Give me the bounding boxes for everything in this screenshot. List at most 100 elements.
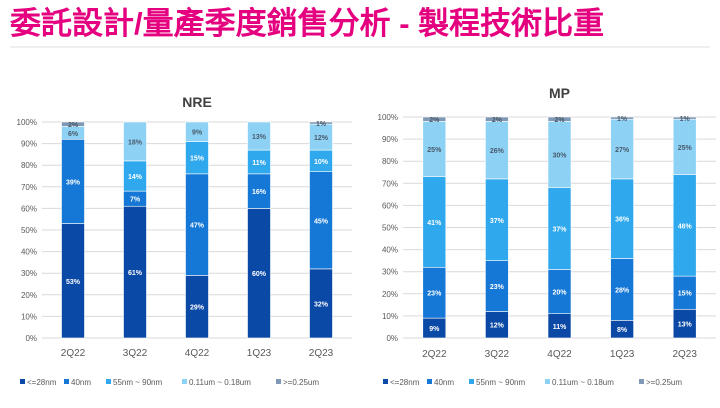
nre-data-label: 13% (252, 134, 267, 141)
mp-x-tick-label: 4Q22 (547, 349, 572, 360)
mp-data-label: 37% (552, 227, 567, 234)
mp-data-label: 36% (615, 217, 630, 224)
nre-chart-title: NRE (182, 94, 212, 110)
mp-legend-swatch (383, 379, 388, 384)
nre-data-label: 9% (192, 130, 203, 137)
nre-legend-label: 0.11um ~ 0.18um (189, 378, 251, 387)
nre-x-tick-label: 2Q22 (61, 348, 86, 359)
mp-legend-label: 0.11um ~ 0.18um (552, 378, 614, 387)
nre-y-tick-label: 30% (21, 269, 37, 278)
nre-legend-swatch (182, 379, 187, 384)
mp-data-label: 23% (427, 291, 442, 298)
nre-bar-1Q23-3 (247, 121, 271, 151)
mp-data-label: 20% (552, 290, 567, 297)
mp-chart-svg: MP 0% 10% 20% 30% 40% 50% 60% 70% 80% 90% 100% 9% 23%… (378, 85, 716, 387)
nre-y-tick-label: 70% (21, 183, 37, 192)
nre-y-tick-label: 90% (21, 140, 37, 149)
nre-data-label: 11% (252, 160, 266, 167)
nre-y-tick-label: 100% (17, 118, 37, 127)
mp-y-tick-label: 70% (382, 179, 398, 188)
mp-data-label: 8% (617, 327, 628, 334)
nre-y-tick-label: 60% (21, 204, 37, 213)
page-title: 委託設計/量產季度銷售分析 - 製程技術比重 (10, 6, 605, 41)
nre-bar-2Q22-4 (61, 121, 85, 127)
mp-y-tick-label: 100% (378, 113, 398, 122)
nre-x-tick-label: 4Q22 (185, 348, 210, 359)
mp-data-label: 41% (427, 220, 442, 227)
nre-bar-4Q22-3 (185, 121, 209, 142)
nre-y-tick-label: 10% (21, 312, 37, 321)
mp-legend-label: 55nm ~ 90nm (476, 378, 525, 387)
nre-data-label: 53% (66, 279, 81, 286)
nre-data-label: 45% (314, 218, 329, 225)
mp-y-tick-label: 80% (382, 157, 398, 166)
mp-y-tick-label: 60% (382, 201, 398, 210)
mp-bar-3Q22-4 (485, 116, 509, 122)
mp-x-tick-label: 1Q23 (610, 349, 635, 360)
nre-legend-swatch (106, 379, 111, 384)
mp-y-tick-label: 40% (382, 246, 398, 255)
nre-y-tick-label: 50% (21, 226, 37, 235)
mp-bar-2Q23-4 (672, 116, 697, 120)
nre-data-label: 16% (252, 189, 267, 196)
mp-bar-1Q23-4 (610, 116, 634, 120)
mp-legend-swatch (545, 379, 550, 384)
mp-data-label: 2% (492, 117, 503, 124)
mp-y-tick-label: 50% (382, 224, 398, 233)
mp-y-tick-label: 10% (382, 312, 398, 321)
nre-data-label: 10% (314, 159, 329, 166)
nre-chart-svg: NRE 0% 10% 20% 30% 40% 50% 60% 70% 80% 90% 100% 53% 3… (17, 94, 352, 387)
mp-legend-label: >=0.25um (646, 378, 682, 387)
nre-data-label: 14% (128, 174, 143, 181)
nre-legend-swatch (276, 379, 281, 384)
nre-x-tick-label: 2Q23 (309, 348, 334, 359)
nre-data-label: 1% (316, 121, 327, 128)
mp-data-label: 11% (553, 324, 567, 331)
nre-legend-label: 40nm (71, 378, 91, 387)
mp-data-label: 46% (678, 223, 693, 230)
nre-data-label: 2% (68, 122, 79, 129)
nre-bar-3Q22-3 (123, 121, 147, 162)
mp-data-label: 2% (554, 117, 565, 124)
nre-data-label: 18% (128, 139, 143, 146)
mp-data-label: 15% (678, 291, 693, 298)
mp-data-label: 25% (427, 147, 442, 154)
mp-chart-title: MP (549, 85, 570, 101)
nre-data-label: 60% (252, 271, 267, 278)
nre-data-label: 47% (190, 223, 205, 230)
mp-x-tick-label: 2Q23 (672, 349, 697, 360)
nre-legend-swatch (64, 379, 69, 384)
nre-data-label: 12% (314, 135, 329, 142)
nre-legend-label: <=28nm (27, 378, 57, 387)
mp-data-label: 26% (490, 148, 505, 155)
mp-legend-label: 40nm (434, 378, 454, 387)
mp-data-label: 1% (617, 116, 628, 123)
nre-data-label: 29% (190, 305, 205, 312)
mp-data-label: 2% (429, 117, 440, 124)
mp-y-tick-label: 0% (386, 334, 398, 343)
nre-y-tick-label: 0% (25, 334, 37, 343)
title-divider (10, 46, 710, 48)
nre-x-tick-label: 1Q23 (247, 348, 272, 359)
mp-data-label: 9% (429, 326, 440, 333)
mp-legend-label: <=28nm (390, 378, 420, 387)
nre-y-tick-label: 80% (21, 161, 37, 170)
mp-x-tick-label: 3Q22 (485, 349, 510, 360)
nre-x-tick-label: 3Q22 (123, 348, 148, 359)
nre-data-label: 7% (130, 197, 141, 204)
mp-bar-2Q22-4 (422, 116, 447, 122)
mp-y-tick-label: 20% (382, 290, 398, 299)
mp-data-label: 23% (490, 284, 505, 291)
mp-data-label: 13% (678, 322, 693, 329)
mp-data-label: 37% (490, 218, 505, 225)
nre-legend-label: >=0.25um (283, 378, 319, 387)
mp-legend-swatch (639, 379, 644, 384)
mp-legend-swatch (427, 379, 432, 384)
mp-legend-swatch (469, 379, 474, 384)
mp-y-tick-label: 30% (382, 268, 398, 277)
mp-y-tick-label: 90% (382, 135, 398, 144)
nre-legend-swatch (20, 379, 25, 384)
nre-data-label: 39% (66, 179, 81, 186)
nre-data-label: 61% (128, 270, 143, 277)
mp-bar-4Q22-4 (547, 116, 572, 122)
